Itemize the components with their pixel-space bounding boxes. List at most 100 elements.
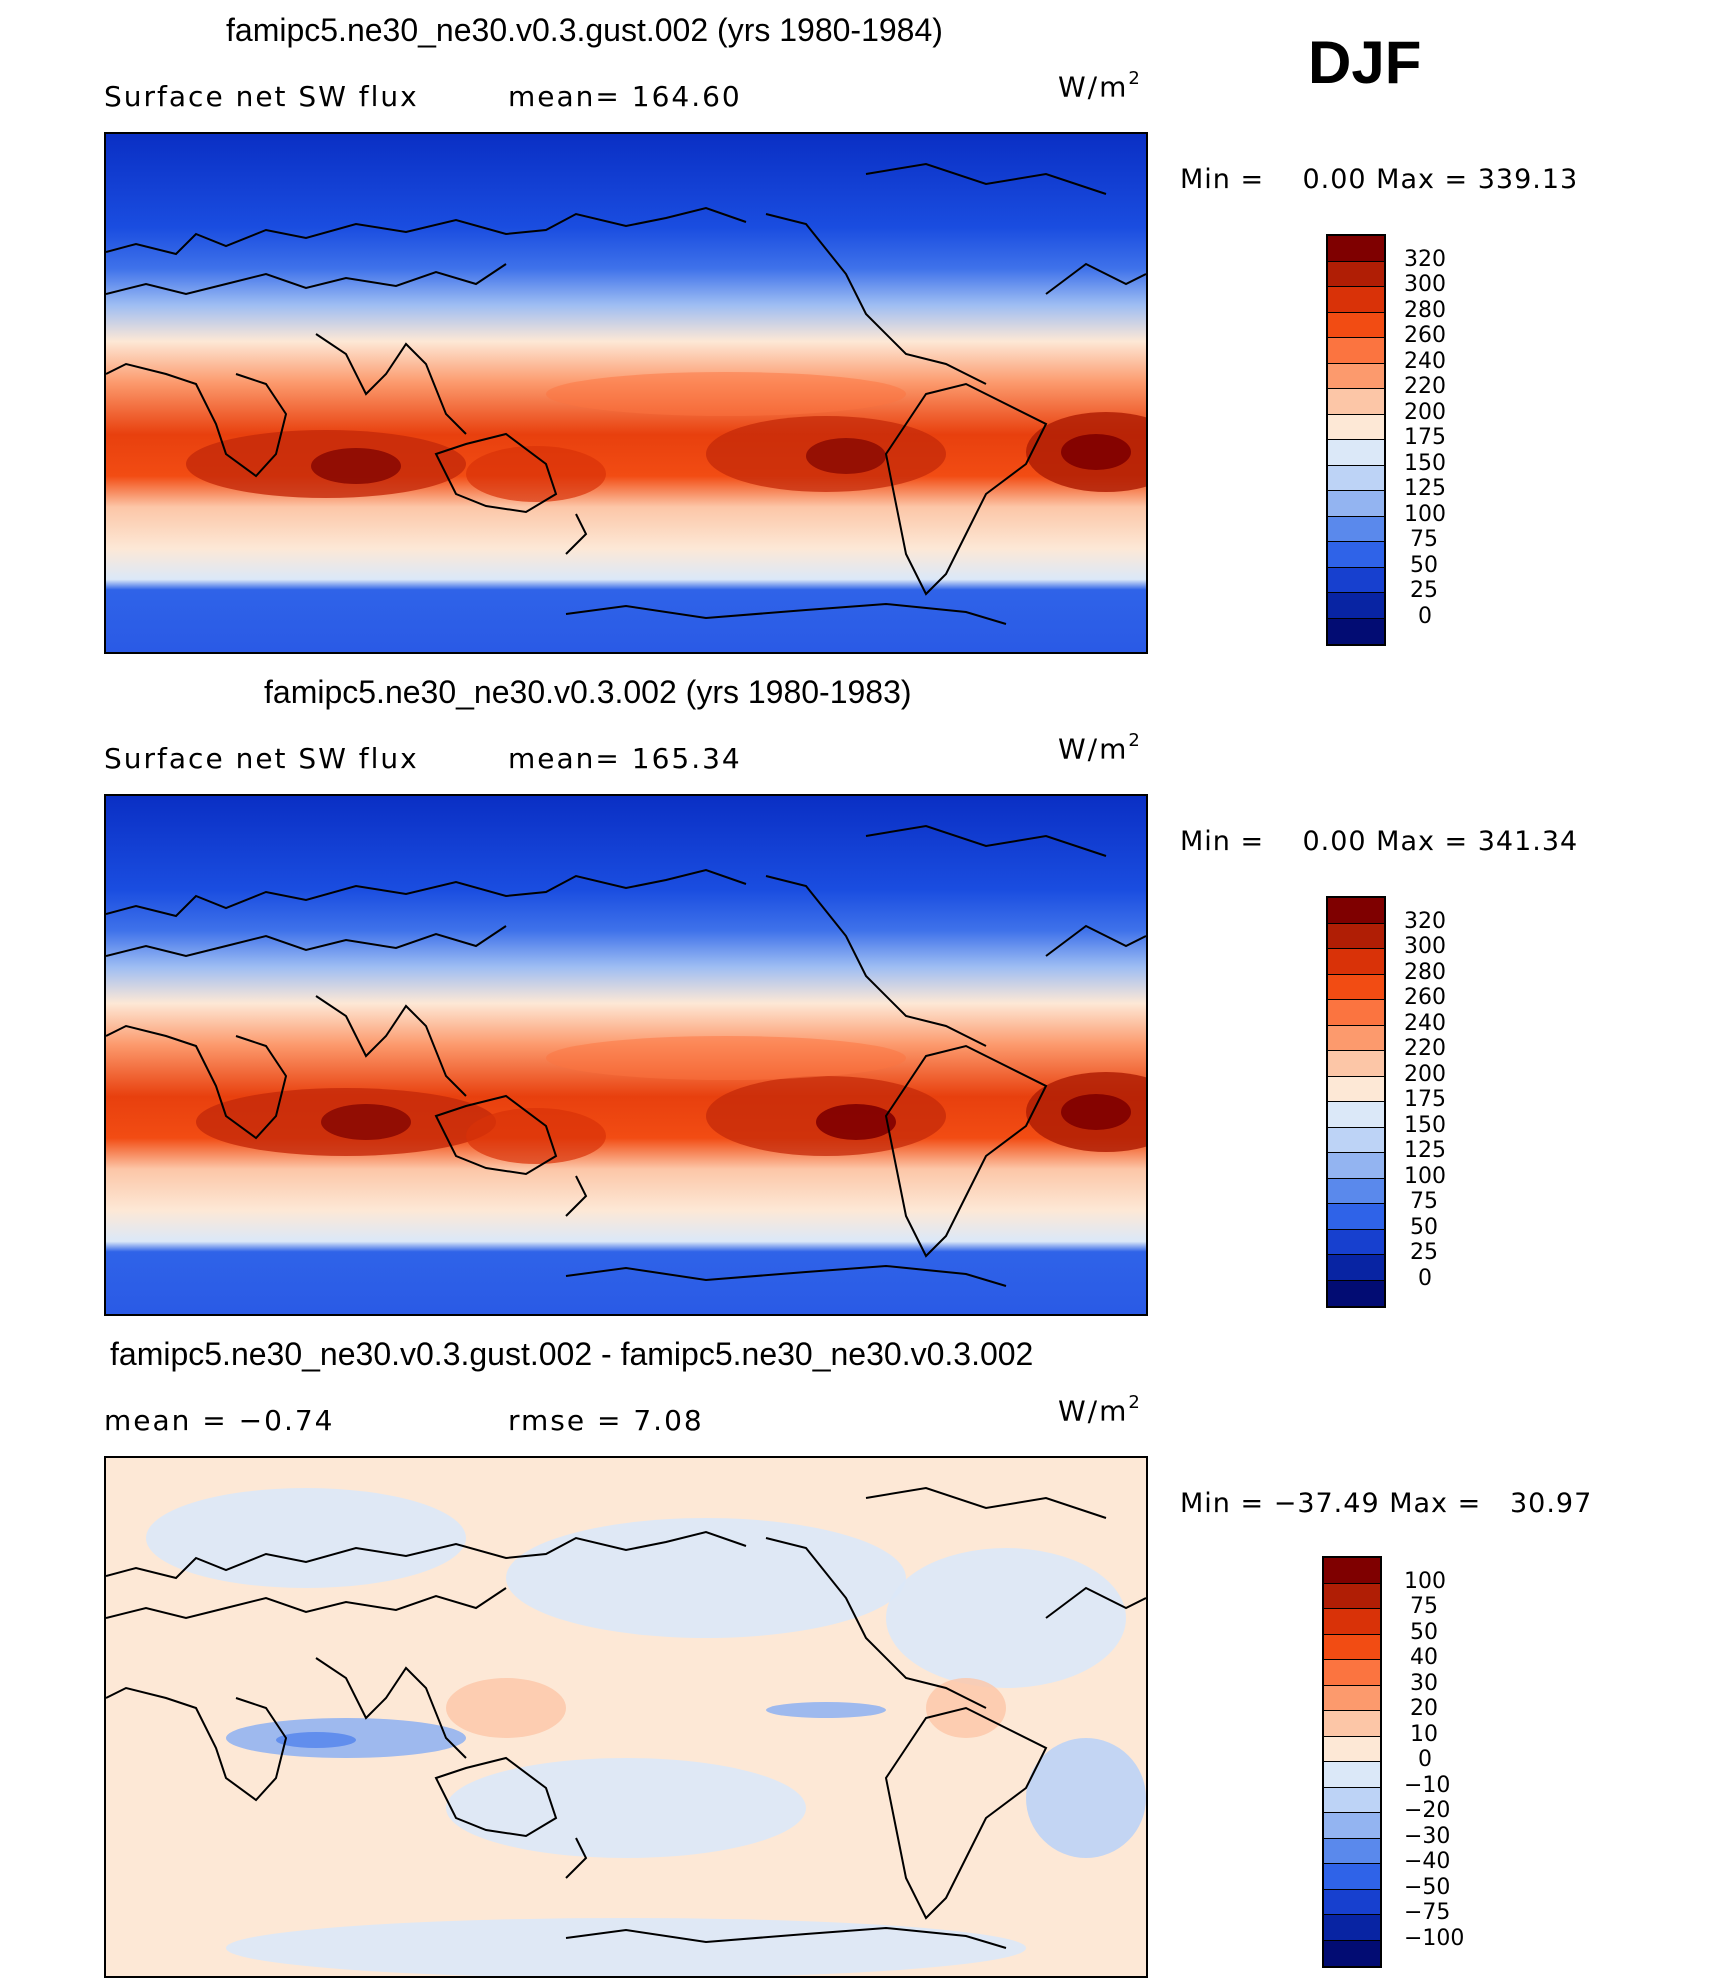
colorbar-cell <box>1328 1153 1384 1179</box>
colorbar-label: 260 <box>1404 323 1446 348</box>
panel-3-title: famipc5.ne30_ne30.v0.3.gust.002 - famipc… <box>110 1336 1034 1372</box>
colorbar-cell <box>1328 542 1384 568</box>
colorbar-label: 125 <box>1404 1138 1446 1163</box>
colorbar-label: −75 <box>1404 1900 1451 1925</box>
panel-3-mean: mean = −0.74 <box>104 1404 335 1437</box>
colorbar-cell <box>1324 1736 1380 1762</box>
colorbar-label: 25 <box>1410 578 1438 603</box>
panel-1-mean: mean= 164.60 <box>508 80 742 113</box>
panel-2-minmax: Min = 0.00 Max = 341.34 <box>1180 826 1579 857</box>
panel-1-minmax: Min = 0.00 Max = 339.13 <box>1180 164 1579 195</box>
colorbar-label: 300 <box>1404 934 1446 959</box>
colorbar-cell <box>1328 1102 1384 1128</box>
colorbar-cell <box>1324 1685 1380 1711</box>
colorbar-cell <box>1324 1583 1380 1609</box>
panel-2-map <box>104 794 1148 1316</box>
colorbar-label: 50 <box>1410 552 1438 578</box>
panel-3-minmax: Min = −37.49 Max = 30.97 <box>1180 1488 1593 1519</box>
colorbar-label: 50 <box>1410 1214 1438 1240</box>
colorbar-label: 220 <box>1404 374 1446 399</box>
colorbar-label: 40 <box>1410 1645 1438 1670</box>
colorbar-cell <box>1328 414 1384 440</box>
colorbar-label: 320 <box>1404 908 1446 934</box>
colorbar-cell <box>1324 1864 1380 1890</box>
colorbar-cell <box>1328 974 1384 1000</box>
colorbar-cell <box>1328 1255 1384 1281</box>
colorbar-cell <box>1328 338 1384 364</box>
colorbar-label: 10 <box>1410 1721 1438 1747</box>
colorbar-label: 25 <box>1410 1240 1438 1265</box>
colorbar-label: 175 <box>1404 1087 1446 1112</box>
season-label: DJF <box>1308 29 1422 96</box>
colorbar-label: −20 <box>1404 1798 1451 1823</box>
colorbar-label: 0 <box>1418 1747 1432 1772</box>
colorbar-label: −100 <box>1404 1925 1465 1951</box>
colorbar-cell <box>1324 1609 1380 1635</box>
colorbar-label: 75 <box>1410 527 1438 552</box>
colorbar-cell <box>1328 261 1384 287</box>
colorbar-cell <box>1324 1940 1380 1966</box>
colorbar-label: 0 <box>1418 1265 1432 1291</box>
panel-2-colorbar-labels: 320 300 280 260 240 220 200 175 150 125 100 75 50 25 0 <box>1404 896 1484 1306</box>
panel-3-colorbar-labels: 100 75 50 40 30 20 10 0 −10 −20 −30 −40 −50 −75 −100 <box>1404 1556 1494 1966</box>
colorbar-cell <box>1328 1204 1384 1230</box>
panel-3-units: W/m2 <box>1058 1392 1142 1428</box>
colorbar-cell <box>1328 312 1384 338</box>
colorbar-label: 150 <box>1404 450 1446 476</box>
colorbar-cell <box>1328 567 1384 593</box>
colorbar-cell <box>1324 1762 1380 1788</box>
panel-2-units: W/m2 <box>1058 730 1142 766</box>
colorbar-cell <box>1328 1000 1384 1026</box>
colorbar-label: 240 <box>1404 1010 1446 1036</box>
colorbar-cell <box>1328 1025 1384 1051</box>
colorbar-cell <box>1324 1838 1380 1864</box>
colorbar-label: 75 <box>1410 1189 1438 1214</box>
colorbar-cell <box>1328 1178 1384 1204</box>
colorbar-cell <box>1328 1280 1384 1306</box>
panel-2-title: famipc5.ne30_ne30.v0.3.002 (yrs 1980-198… <box>264 674 912 710</box>
colorbar-cell <box>1328 465 1384 491</box>
colorbar-label: −40 <box>1404 1849 1451 1874</box>
colorbar-cell <box>1328 949 1384 975</box>
colorbar-label: −30 <box>1404 1823 1451 1849</box>
colorbar-label: 150 <box>1404 1112 1446 1138</box>
colorbar-cell <box>1328 1076 1384 1102</box>
colorbar-cell <box>1328 236 1384 262</box>
colorbar-label: 200 <box>1404 399 1446 425</box>
colorbar-label: 100 <box>1404 1568 1446 1594</box>
panel-2-mean: mean= 165.34 <box>508 742 742 775</box>
colorbar-label: 280 <box>1404 297 1446 323</box>
colorbar-cell <box>1328 440 1384 466</box>
colorbar-cell <box>1324 1787 1380 1813</box>
colorbar-cell <box>1324 1558 1380 1584</box>
colorbar-cell <box>1328 618 1384 644</box>
colorbar-cell <box>1324 1634 1380 1660</box>
panel-2-colorbar <box>1326 896 1386 1308</box>
colorbar-cell <box>1324 1915 1380 1941</box>
colorbar-label: 0 <box>1418 603 1432 629</box>
colorbar-label: 50 <box>1410 1619 1438 1645</box>
colorbar-label: 260 <box>1404 985 1446 1010</box>
colorbar-cell <box>1328 516 1384 542</box>
colorbar-label: 300 <box>1404 272 1446 297</box>
colorbar-label: 30 <box>1410 1670 1438 1696</box>
colorbar-label: 220 <box>1404 1036 1446 1061</box>
colorbar-cell <box>1324 1660 1380 1686</box>
colorbar-cell <box>1328 1051 1384 1077</box>
colorbar-cell <box>1324 1813 1380 1839</box>
colorbar-cell <box>1328 1229 1384 1255</box>
colorbar-cell <box>1328 491 1384 517</box>
colorbar-label: 125 <box>1404 476 1446 501</box>
panel-3-map <box>104 1456 1148 1978</box>
colorbar-label: 320 <box>1404 246 1446 272</box>
panel-1-title: famipc5.ne30_ne30.v0.3.gust.002 (yrs 198… <box>226 12 943 48</box>
colorbar-cell <box>1328 898 1384 924</box>
colorbar-cell <box>1328 363 1384 389</box>
panel-1-units: W/m2 <box>1058 68 1142 104</box>
colorbar-label: 280 <box>1404 959 1446 985</box>
colorbar-cell <box>1328 923 1384 949</box>
panel-3-colorbar <box>1322 1556 1382 1968</box>
colorbar-cell <box>1328 287 1384 313</box>
panel-1-colorbar-labels: 320 300 280 260 240 220 200 175 150 125 100 75 50 25 0 <box>1404 234 1484 644</box>
colorbar-label: 100 <box>1404 1163 1446 1189</box>
